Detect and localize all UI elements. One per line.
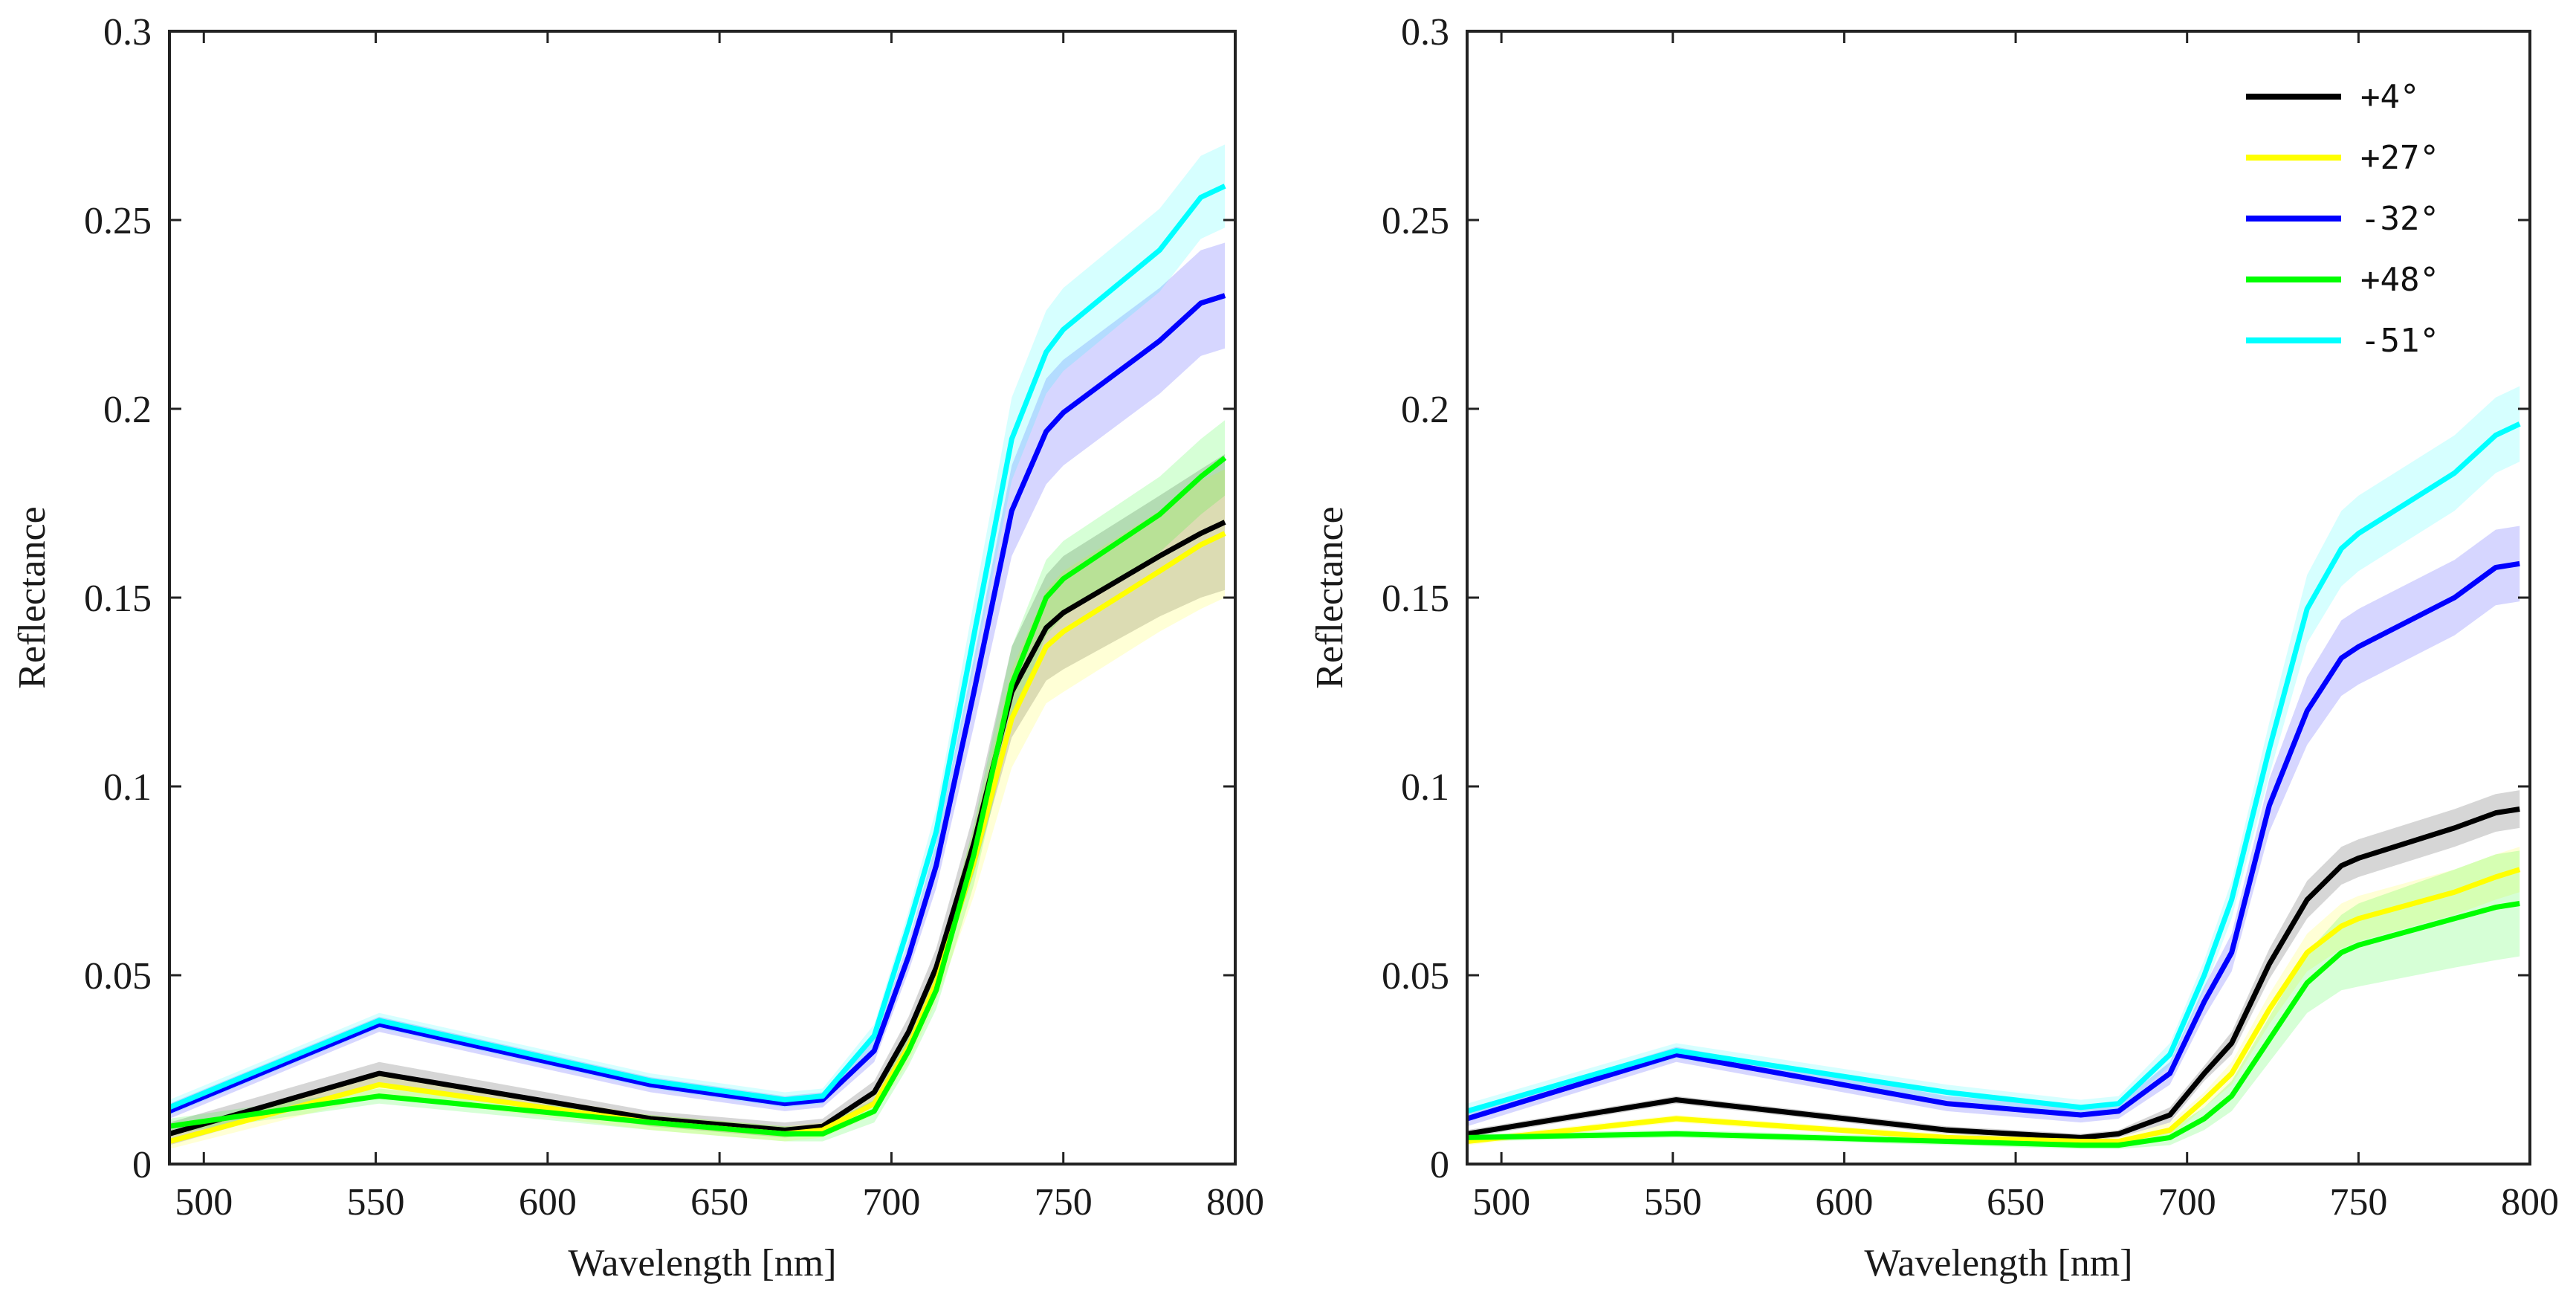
band-+48-area bbox=[169, 420, 1226, 1142]
y-tick-label: 0.05 bbox=[84, 955, 152, 998]
left-chart-panel: 500 550 600 650 700 750 800 0 0.05 0.1 0.15 0.2 0.25… bbox=[11, 11, 1264, 1284]
series-line-+48 bbox=[169, 456, 1227, 1137]
series-line-+4 bbox=[169, 520, 1226, 1137]
series-line--32 bbox=[1466, 560, 2520, 1122]
x-axis-title: Wavelength [nm] bbox=[1864, 1242, 2132, 1284]
band--32-area bbox=[169, 242, 1226, 1119]
x-tick-label: 750 bbox=[1035, 1181, 1093, 1223]
y-tick-label: 0.25 bbox=[1382, 200, 1449, 242]
y-tick-label: 0 bbox=[132, 1144, 152, 1186]
y-tick-label: 0.25 bbox=[84, 200, 152, 242]
x-tick-label: 650 bbox=[690, 1181, 748, 1223]
x-tick-label: 650 bbox=[1987, 1181, 2045, 1223]
x-tick-label: 700 bbox=[2158, 1181, 2216, 1223]
legend-label: -51° bbox=[2360, 322, 2439, 360]
band--32-area bbox=[1467, 526, 2520, 1127]
y-tick-label: 0.3 bbox=[1401, 11, 1449, 54]
y-tick-label: 0 bbox=[1430, 1144, 1449, 1186]
legend: +4° +27° -32° +48° -51° bbox=[2246, 78, 2439, 360]
band-+4-area bbox=[1467, 790, 2520, 1142]
y-tick-label: 0.15 bbox=[1382, 578, 1449, 620]
legend-label: +4° bbox=[2360, 78, 2419, 116]
legend-label: +48° bbox=[2360, 261, 2439, 299]
y-tick-label: 0.15 bbox=[84, 578, 152, 620]
y-tick-label: 0.1 bbox=[103, 766, 152, 809]
x-tick-label: 500 bbox=[1472, 1181, 1530, 1223]
y-tick-label: 0.05 bbox=[1382, 955, 1449, 998]
x-tick-label: 500 bbox=[175, 1181, 233, 1223]
y-tick-label: 0.2 bbox=[103, 389, 152, 431]
x-tick-label: 750 bbox=[2329, 1181, 2387, 1223]
series-line-+27 bbox=[1466, 867, 2521, 1144]
y-axis-title: Reflectance bbox=[1309, 506, 1351, 688]
y-tick-label: 0.3 bbox=[103, 11, 152, 54]
band-+48-area bbox=[1467, 850, 2520, 1149]
x-tick-label: 600 bbox=[1815, 1181, 1873, 1223]
x-tick-label: 800 bbox=[1206, 1181, 1264, 1223]
x-tick-label: 550 bbox=[1644, 1181, 1702, 1223]
legend-label: +27° bbox=[2360, 139, 2439, 177]
x-tick-label: 550 bbox=[347, 1181, 405, 1223]
y-axis-title: Reflectance bbox=[11, 506, 54, 688]
band-+4-area bbox=[169, 454, 1226, 1145]
x-axis-title: Wavelength [nm] bbox=[568, 1242, 836, 1284]
y-tick-label: 0.2 bbox=[1401, 389, 1449, 431]
band--51-area bbox=[1467, 386, 2520, 1119]
band-+27-area bbox=[169, 469, 1226, 1149]
right-chart-panel: 500 550 600 650 700 750 800 0 0.05 0.1 0.15 0.2 0.25… bbox=[1309, 11, 2559, 1284]
y-tick-label: 0.1 bbox=[1401, 766, 1449, 809]
x-tick-label: 600 bbox=[519, 1181, 577, 1223]
series-line--51 bbox=[168, 184, 1226, 1111]
series-line--51 bbox=[1466, 421, 2521, 1114]
series-line--32 bbox=[168, 293, 1226, 1114]
series-line-+48 bbox=[1466, 901, 2520, 1148]
x-tick-label: 800 bbox=[2501, 1181, 2559, 1223]
legend-label: -32° bbox=[2360, 200, 2439, 238]
x-tick-label: 700 bbox=[862, 1181, 920, 1223]
series-line-+4 bbox=[1466, 806, 2520, 1140]
